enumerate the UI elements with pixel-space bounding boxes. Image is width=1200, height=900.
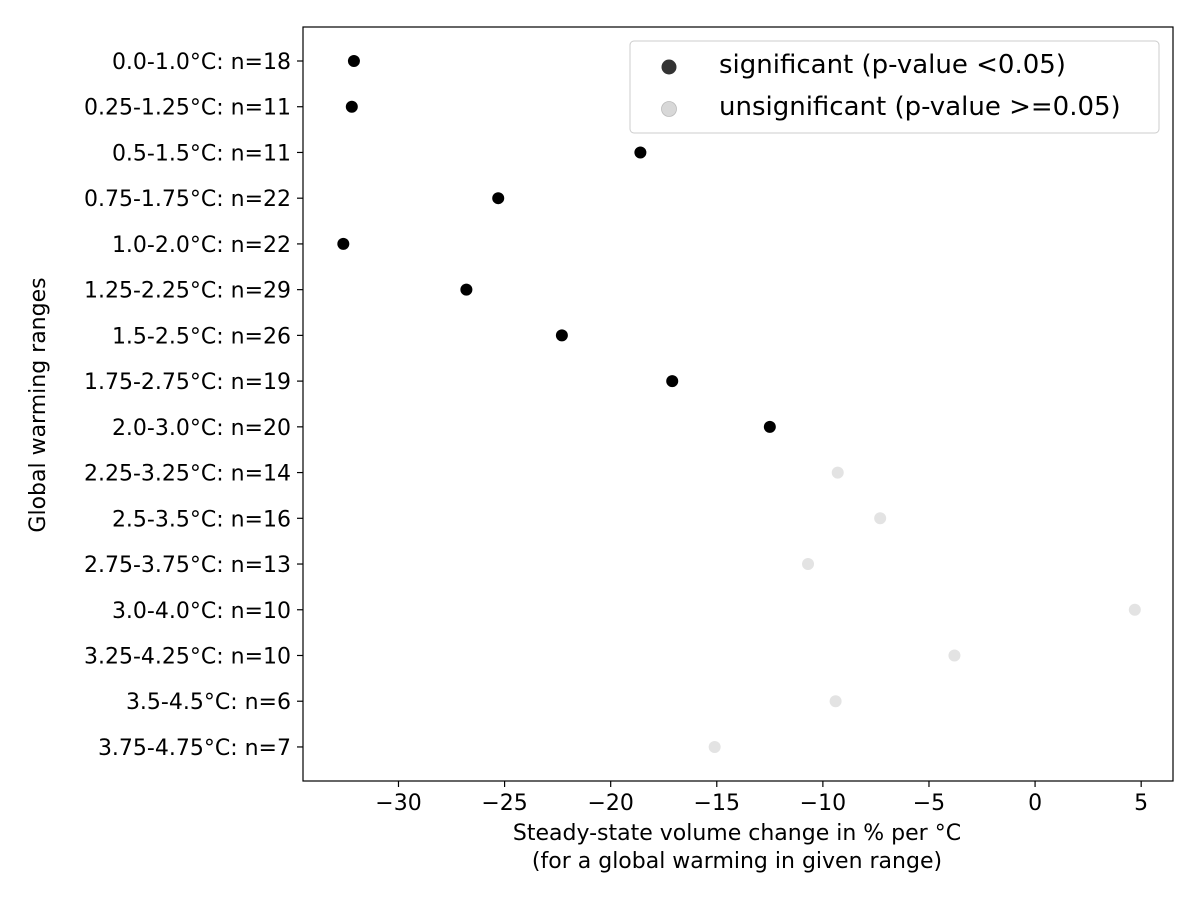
data-point-significant xyxy=(763,420,776,433)
y-tick-label: 0.0-1.0°C: n=18 xyxy=(112,50,291,75)
data-point-unsignificant xyxy=(708,740,721,753)
plot-area xyxy=(302,26,1174,782)
data-point-unsignificant xyxy=(802,558,815,571)
data-point-significant xyxy=(347,55,360,67)
y-tick-label: 3.75-4.75°C: n=7 xyxy=(98,736,291,761)
data-point-significant xyxy=(634,146,647,159)
legend-marker-unsignificant xyxy=(661,101,677,117)
plot-frame xyxy=(302,26,1174,782)
y-tick-label: 0.25-1.25°C: n=11 xyxy=(84,96,291,121)
x-tick-label: −20 xyxy=(587,791,633,816)
data-point-significant xyxy=(337,237,350,250)
x-tick-label: −10 xyxy=(800,791,846,816)
y-tick-label: 0.75-1.75°C: n=22 xyxy=(84,187,291,212)
legend-label-unsignificant: unsignificant (p-value >=0.05) xyxy=(719,92,1121,122)
data-point-significant xyxy=(666,375,679,388)
x-tick-label: −25 xyxy=(481,791,527,816)
data-point-significant xyxy=(492,192,505,205)
x-tick-label: 0 xyxy=(1028,791,1042,816)
data-point-unsignificant xyxy=(874,512,887,525)
y-tick-label: 3.25-4.25°C: n=10 xyxy=(84,644,291,669)
x-axis-title-line2: (for a global warming in given range) xyxy=(532,849,942,874)
legend-label-significant: significant (p-value <0.05) xyxy=(719,50,1066,80)
y-axis-title: Global warming ranges xyxy=(26,277,51,532)
y-tick-label: 1.0-2.0°C: n=22 xyxy=(112,233,291,258)
y-tick-label: 3.5-4.5°C: n=6 xyxy=(126,690,291,715)
y-tick-label: 2.0-3.0°C: n=20 xyxy=(112,416,291,441)
y-axis: 0.0-1.0°C: n=18 0.25-1.25°C: n=11 0.5-1.5°… xyxy=(84,50,303,761)
x-tick-label: −15 xyxy=(694,791,740,816)
data-point-significant xyxy=(345,100,358,113)
y-tick-label: 0.5-1.5°C: n=11 xyxy=(112,141,291,166)
y-tick-label: 3.0-4.0°C: n=10 xyxy=(112,599,291,624)
y-tick-label: 2.25-3.25°C: n=14 xyxy=(84,462,291,487)
x-axis: −30 −25 −20 −15 −10 −5 0 5 xyxy=(375,781,1148,816)
legend: significant (p-value <0.05) unsignifican… xyxy=(629,40,1160,134)
y-tick-label: 1.75-2.75°C: n=19 xyxy=(84,370,291,395)
y-tick-label: 1.25-2.25°C: n=29 xyxy=(84,279,291,304)
legend-frame xyxy=(629,40,1160,134)
data-point-significant xyxy=(460,283,473,296)
data-point-unsignificant xyxy=(948,649,961,662)
data-point-unsignificant xyxy=(1128,603,1141,616)
data-point-unsignificant xyxy=(829,695,842,708)
data-points xyxy=(337,55,1141,753)
axis-titles: Steady-state volume change in % per °C (… xyxy=(26,277,961,874)
data-point-unsignificant xyxy=(831,466,844,479)
legend-marker-significant xyxy=(661,59,677,75)
x-axis-title-line1: Steady-state volume change in % per °C xyxy=(513,821,961,846)
x-tick-label: 5 xyxy=(1134,791,1148,816)
x-tick-label: −30 xyxy=(375,791,421,816)
y-tick-label: 2.5-3.5°C: n=16 xyxy=(112,507,291,532)
y-tick-label: 2.75-3.75°C: n=13 xyxy=(84,553,291,578)
data-point-significant xyxy=(555,329,568,342)
x-tick-label: −5 xyxy=(913,791,945,816)
y-tick-label: 1.5-2.5°C: n=26 xyxy=(112,324,291,349)
